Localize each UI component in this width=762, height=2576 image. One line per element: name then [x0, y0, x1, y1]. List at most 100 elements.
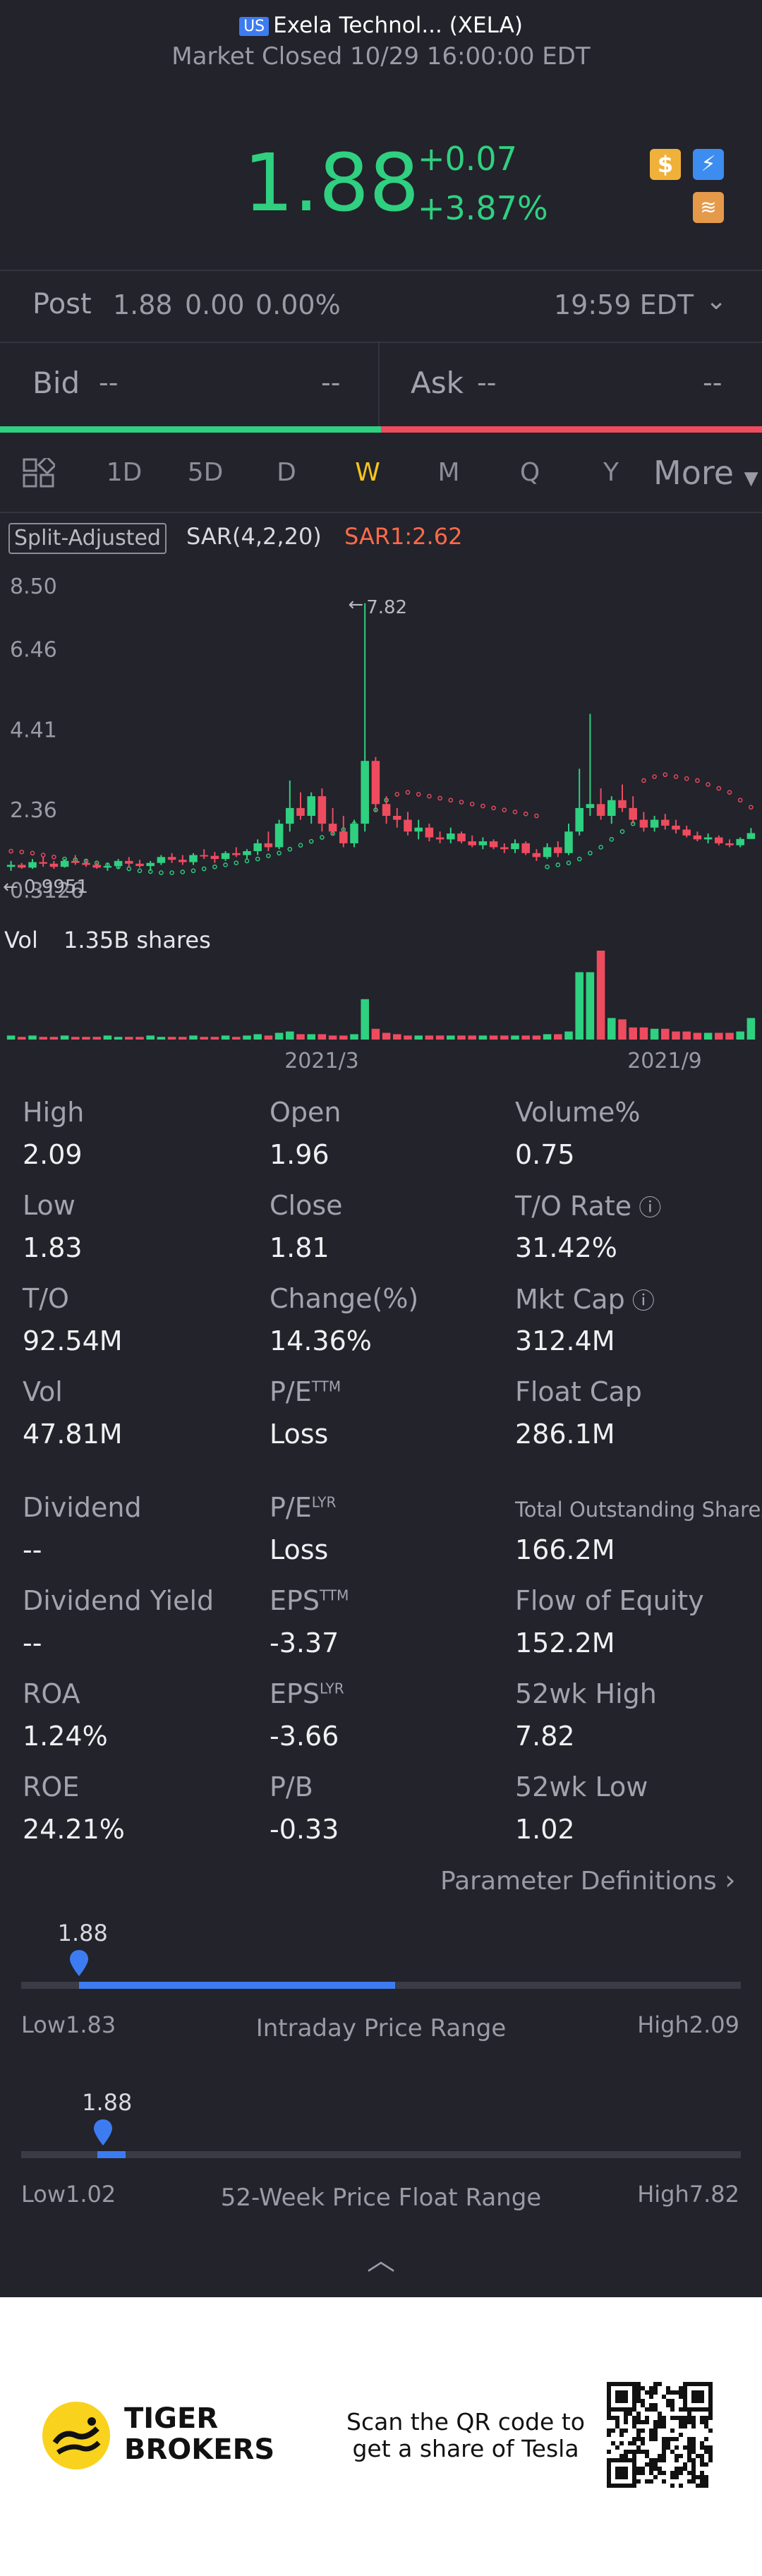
sar-dot	[394, 792, 400, 797]
sar-dot	[52, 855, 56, 860]
sar-value: SAR1:2.62	[344, 523, 463, 550]
stat-value: -3.37	[270, 1627, 339, 1659]
tab-y[interactable]: Y	[603, 458, 619, 487]
volume-bar	[135, 1037, 144, 1040]
candle-body	[18, 865, 26, 868]
stat-label: EPSLYR	[270, 1678, 344, 1709]
volume-bar	[221, 1035, 230, 1040]
tab-1d[interactable]: 1D	[106, 458, 143, 487]
candle-body	[28, 862, 37, 868]
info-icon[interactable]: ⓘ	[624, 1287, 655, 1314]
sar-dot	[673, 774, 679, 779]
stat-label: ROE	[23, 1771, 80, 1802]
volume-bar	[500, 1035, 509, 1040]
candle-body	[167, 857, 176, 860]
stat-value: 1.81	[270, 1232, 329, 1263]
sar-dot	[491, 805, 496, 811]
intraday-range: 1.88 Low1.83 Intraday Price Range High2.…	[0, 1906, 762, 2054]
sar-dot	[695, 778, 700, 783]
candle-body	[639, 819, 648, 828]
sar-dot	[266, 853, 271, 858]
chevron-down-icon[interactable]: ⌄	[706, 287, 727, 315]
more-tab[interactable]: More ▼	[653, 454, 758, 492]
grid-icon[interactable]	[23, 455, 57, 488]
app-header: US Exela Technol... (XELA) Market Closed …	[0, 0, 762, 78]
candlestick-chart[interactable]: 8.50 6.46 4.41 2.36 0.3126 ← 7.82 ← 0.9951 2021…	[0, 513, 762, 1078]
stat-label-suffix: TTM	[311, 1378, 341, 1395]
intraday-high: High2.09	[637, 2011, 739, 2038]
parameter-definitions-label: Parameter Definitions	[440, 1867, 717, 1896]
volume-bar	[18, 1037, 26, 1040]
tab-m[interactable]: M	[437, 458, 460, 487]
tab-5d[interactable]: 5D	[187, 458, 224, 487]
stat-label-suffix: LYR	[311, 1493, 337, 1511]
stat-value: --	[23, 1534, 42, 1565]
split-adjusted-toggle[interactable]: Split-Adjusted	[8, 523, 167, 554]
candle-body	[393, 815, 401, 820]
candle-body	[457, 833, 466, 842]
stat-label: Low	[23, 1190, 75, 1221]
education-icon[interactable]: ≋	[693, 192, 724, 223]
promo-line1: Scan the QR code to	[346, 2408, 585, 2436]
candle-body	[6, 865, 16, 867]
week52-title: 52-Week Price Float Range	[220, 2184, 542, 2212]
candle-body	[607, 800, 616, 816]
y-tick-label: 0.3126	[10, 879, 84, 903]
dollar-icon[interactable]: $	[650, 149, 681, 180]
volume-bar	[521, 1035, 530, 1040]
tab-w[interactable]: W	[355, 458, 380, 487]
volume-bar	[457, 1035, 466, 1040]
sar-dot	[126, 866, 132, 872]
divider	[0, 512, 762, 513]
qr-code[interactable]	[607, 2382, 713, 2488]
info-icon[interactable]: ⓘ	[631, 1194, 662, 1221]
candle-body	[146, 862, 155, 867]
candle-body	[715, 837, 723, 843]
candle-body	[39, 862, 47, 864]
stat-label[interactable]: T/O Rate ⓘ	[515, 1191, 662, 1222]
lightning-icon[interactable]: ⚡	[693, 149, 724, 180]
candle-body	[71, 860, 80, 863]
sar-dot	[40, 853, 46, 857]
sar-dot	[244, 858, 250, 864]
volume-bar	[682, 1031, 691, 1040]
brand-name: TIGER BROKERS	[124, 2403, 274, 2465]
tab-d[interactable]: D	[277, 458, 296, 487]
sar-dot	[598, 845, 603, 850]
stat-value: 24.21%	[23, 1814, 125, 1845]
stat-value: 286.1M	[515, 1419, 615, 1450]
post-time: 19:59 EDT	[554, 289, 694, 320]
stat-label: Change(%)	[270, 1283, 419, 1314]
sar-dot	[287, 846, 293, 852]
volume-bar	[28, 1035, 37, 1040]
volume-bar	[564, 1031, 573, 1040]
stock-name: Exela Technol... (XELA)	[273, 13, 523, 38]
volume-bar	[435, 1035, 445, 1040]
ask-size: --	[703, 367, 722, 398]
post-market-row[interactable]: Post 1.88 0.00 0.00% 19:59 EDT ⌄	[0, 271, 762, 342]
volume-bar	[618, 1019, 627, 1040]
sar-dot	[223, 862, 228, 867]
collapse-chevron-icon[interactable]: ︿	[367, 2244, 395, 2277]
sar-indicator-label[interactable]: SAR(4,2,20)	[186, 523, 322, 550]
parameter-definitions-link[interactable]: Parameter Definitions ›	[440, 1865, 735, 1896]
stat-label: High	[23, 1097, 85, 1128]
candle-body	[189, 855, 198, 862]
volume-bar	[532, 1035, 541, 1040]
volume-label: Vol	[4, 927, 38, 953]
stat-label-suffix: TTM	[320, 1587, 349, 1604]
y-tick-label: 2.36	[10, 798, 57, 823]
candle-body	[404, 819, 412, 832]
stat-value: -0.33	[270, 1814, 339, 1845]
stat-value: 1.02	[515, 1814, 575, 1845]
volume-bar	[725, 1033, 734, 1040]
sar-dot	[30, 850, 35, 856]
candle-body	[521, 843, 530, 853]
stat-value: 152.2M	[515, 1627, 615, 1659]
tab-q[interactable]: Q	[519, 458, 540, 487]
candle-body	[60, 860, 69, 867]
stat-label[interactable]: Mkt Cap ⓘ	[515, 1284, 655, 1315]
chart-area[interactable]: Split-Adjusted SAR(4,2,20) SAR1:2.62 8.5…	[0, 513, 762, 1078]
intraday-current-label: 1.88	[57, 1920, 108, 1946]
stat-label: Dividend	[23, 1492, 142, 1523]
